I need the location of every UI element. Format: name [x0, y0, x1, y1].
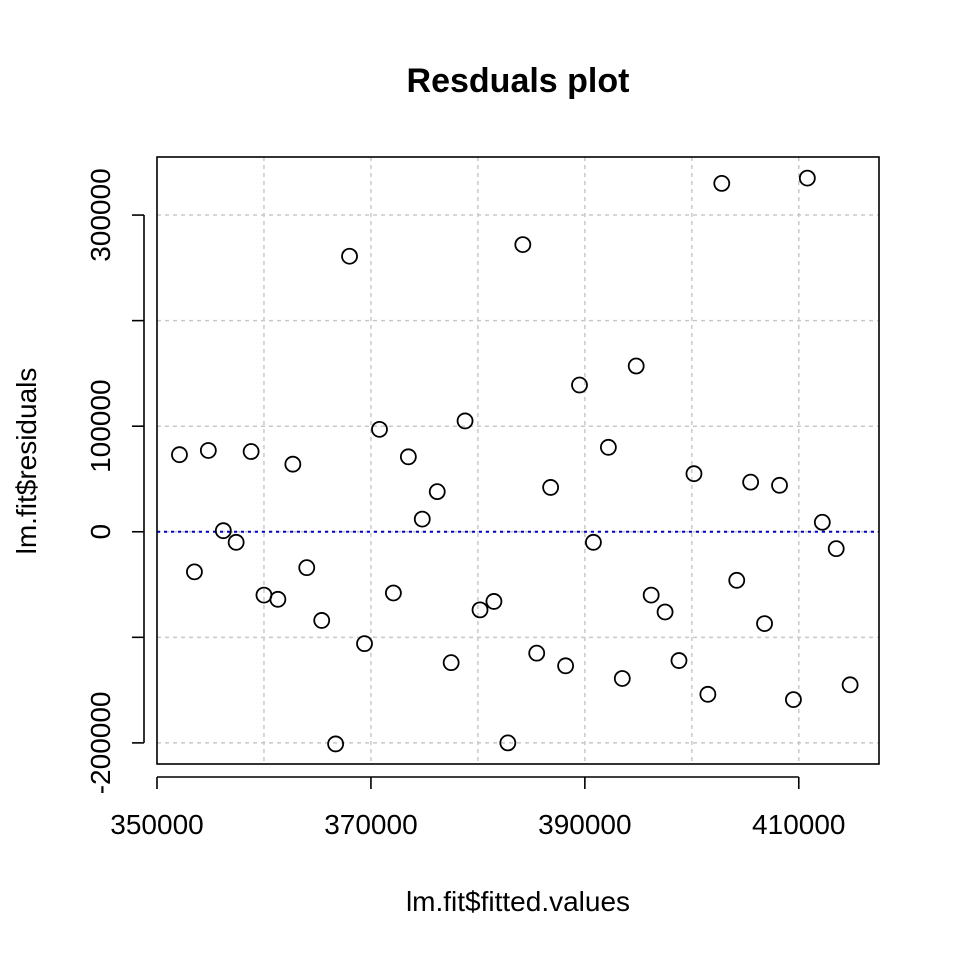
data-point: [298, 559, 316, 577]
data-point: [642, 586, 660, 604]
y-axis: -200000 0 100000 300000: [85, 168, 145, 795]
data-point: [341, 247, 358, 265]
data-point: [742, 473, 760, 491]
x-tick-label: 350000: [110, 809, 203, 840]
data-point: [728, 571, 746, 589]
chart-title: Resduals plot: [407, 62, 630, 100]
y-tick-label: -200000: [85, 692, 116, 795]
data-point: [514, 236, 532, 254]
data-points: [171, 169, 859, 753]
data-point: [785, 691, 802, 709]
data-point: [269, 590, 287, 608]
data-point: [813, 513, 831, 531]
data-point: [557, 657, 574, 675]
data-point: [284, 455, 302, 473]
data-point: [841, 676, 859, 694]
data-point: [599, 438, 617, 456]
data-point: [670, 652, 688, 669]
y-axis-label: lm.fit$residuals: [11, 368, 42, 555]
data-point: [499, 734, 517, 752]
data-point: [199, 442, 217, 459]
x-tick-label: 410000: [752, 809, 845, 840]
data-point: [456, 412, 474, 430]
data-point: [656, 603, 674, 621]
data-point: [313, 612, 331, 629]
data-point: [713, 174, 731, 192]
plot-frame: [156, 156, 880, 765]
data-point: [528, 644, 546, 662]
data-point: [171, 446, 188, 464]
x-axis: 350000 370000 390000 410000: [110, 776, 845, 840]
data-point: [699, 685, 717, 703]
data-point: [798, 169, 816, 187]
data-point: [428, 483, 446, 501]
data-point: [542, 479, 560, 496]
y-tick-label: 0: [85, 524, 116, 540]
y-tick-label: 100000: [85, 379, 116, 472]
grid: [157, 157, 879, 764]
x-tick-label: 390000: [538, 809, 631, 840]
data-point: [471, 601, 489, 619]
y-tick-label: 300000: [85, 168, 116, 261]
data-point: [827, 540, 845, 558]
data-point: [571, 376, 588, 394]
data-point: [356, 635, 373, 653]
x-axis-label: lm.fit$fitted.values: [406, 886, 630, 917]
data-point: [227, 533, 245, 551]
data-point: [627, 357, 645, 375]
data-point: [442, 654, 460, 672]
data-point: [585, 533, 602, 551]
data-point: [613, 670, 631, 687]
data-point: [771, 476, 788, 494]
data-point: [327, 735, 345, 753]
data-point: [384, 584, 402, 602]
data-point: [214, 522, 232, 540]
data-point: [242, 443, 260, 460]
data-point: [371, 420, 388, 438]
data-point: [685, 465, 703, 483]
data-point: [399, 448, 417, 466]
data-point: [186, 563, 203, 581]
data-point: [413, 510, 431, 528]
data-point: [756, 615, 773, 632]
x-tick-label: 370000: [324, 809, 417, 840]
data-point: [485, 593, 503, 610]
